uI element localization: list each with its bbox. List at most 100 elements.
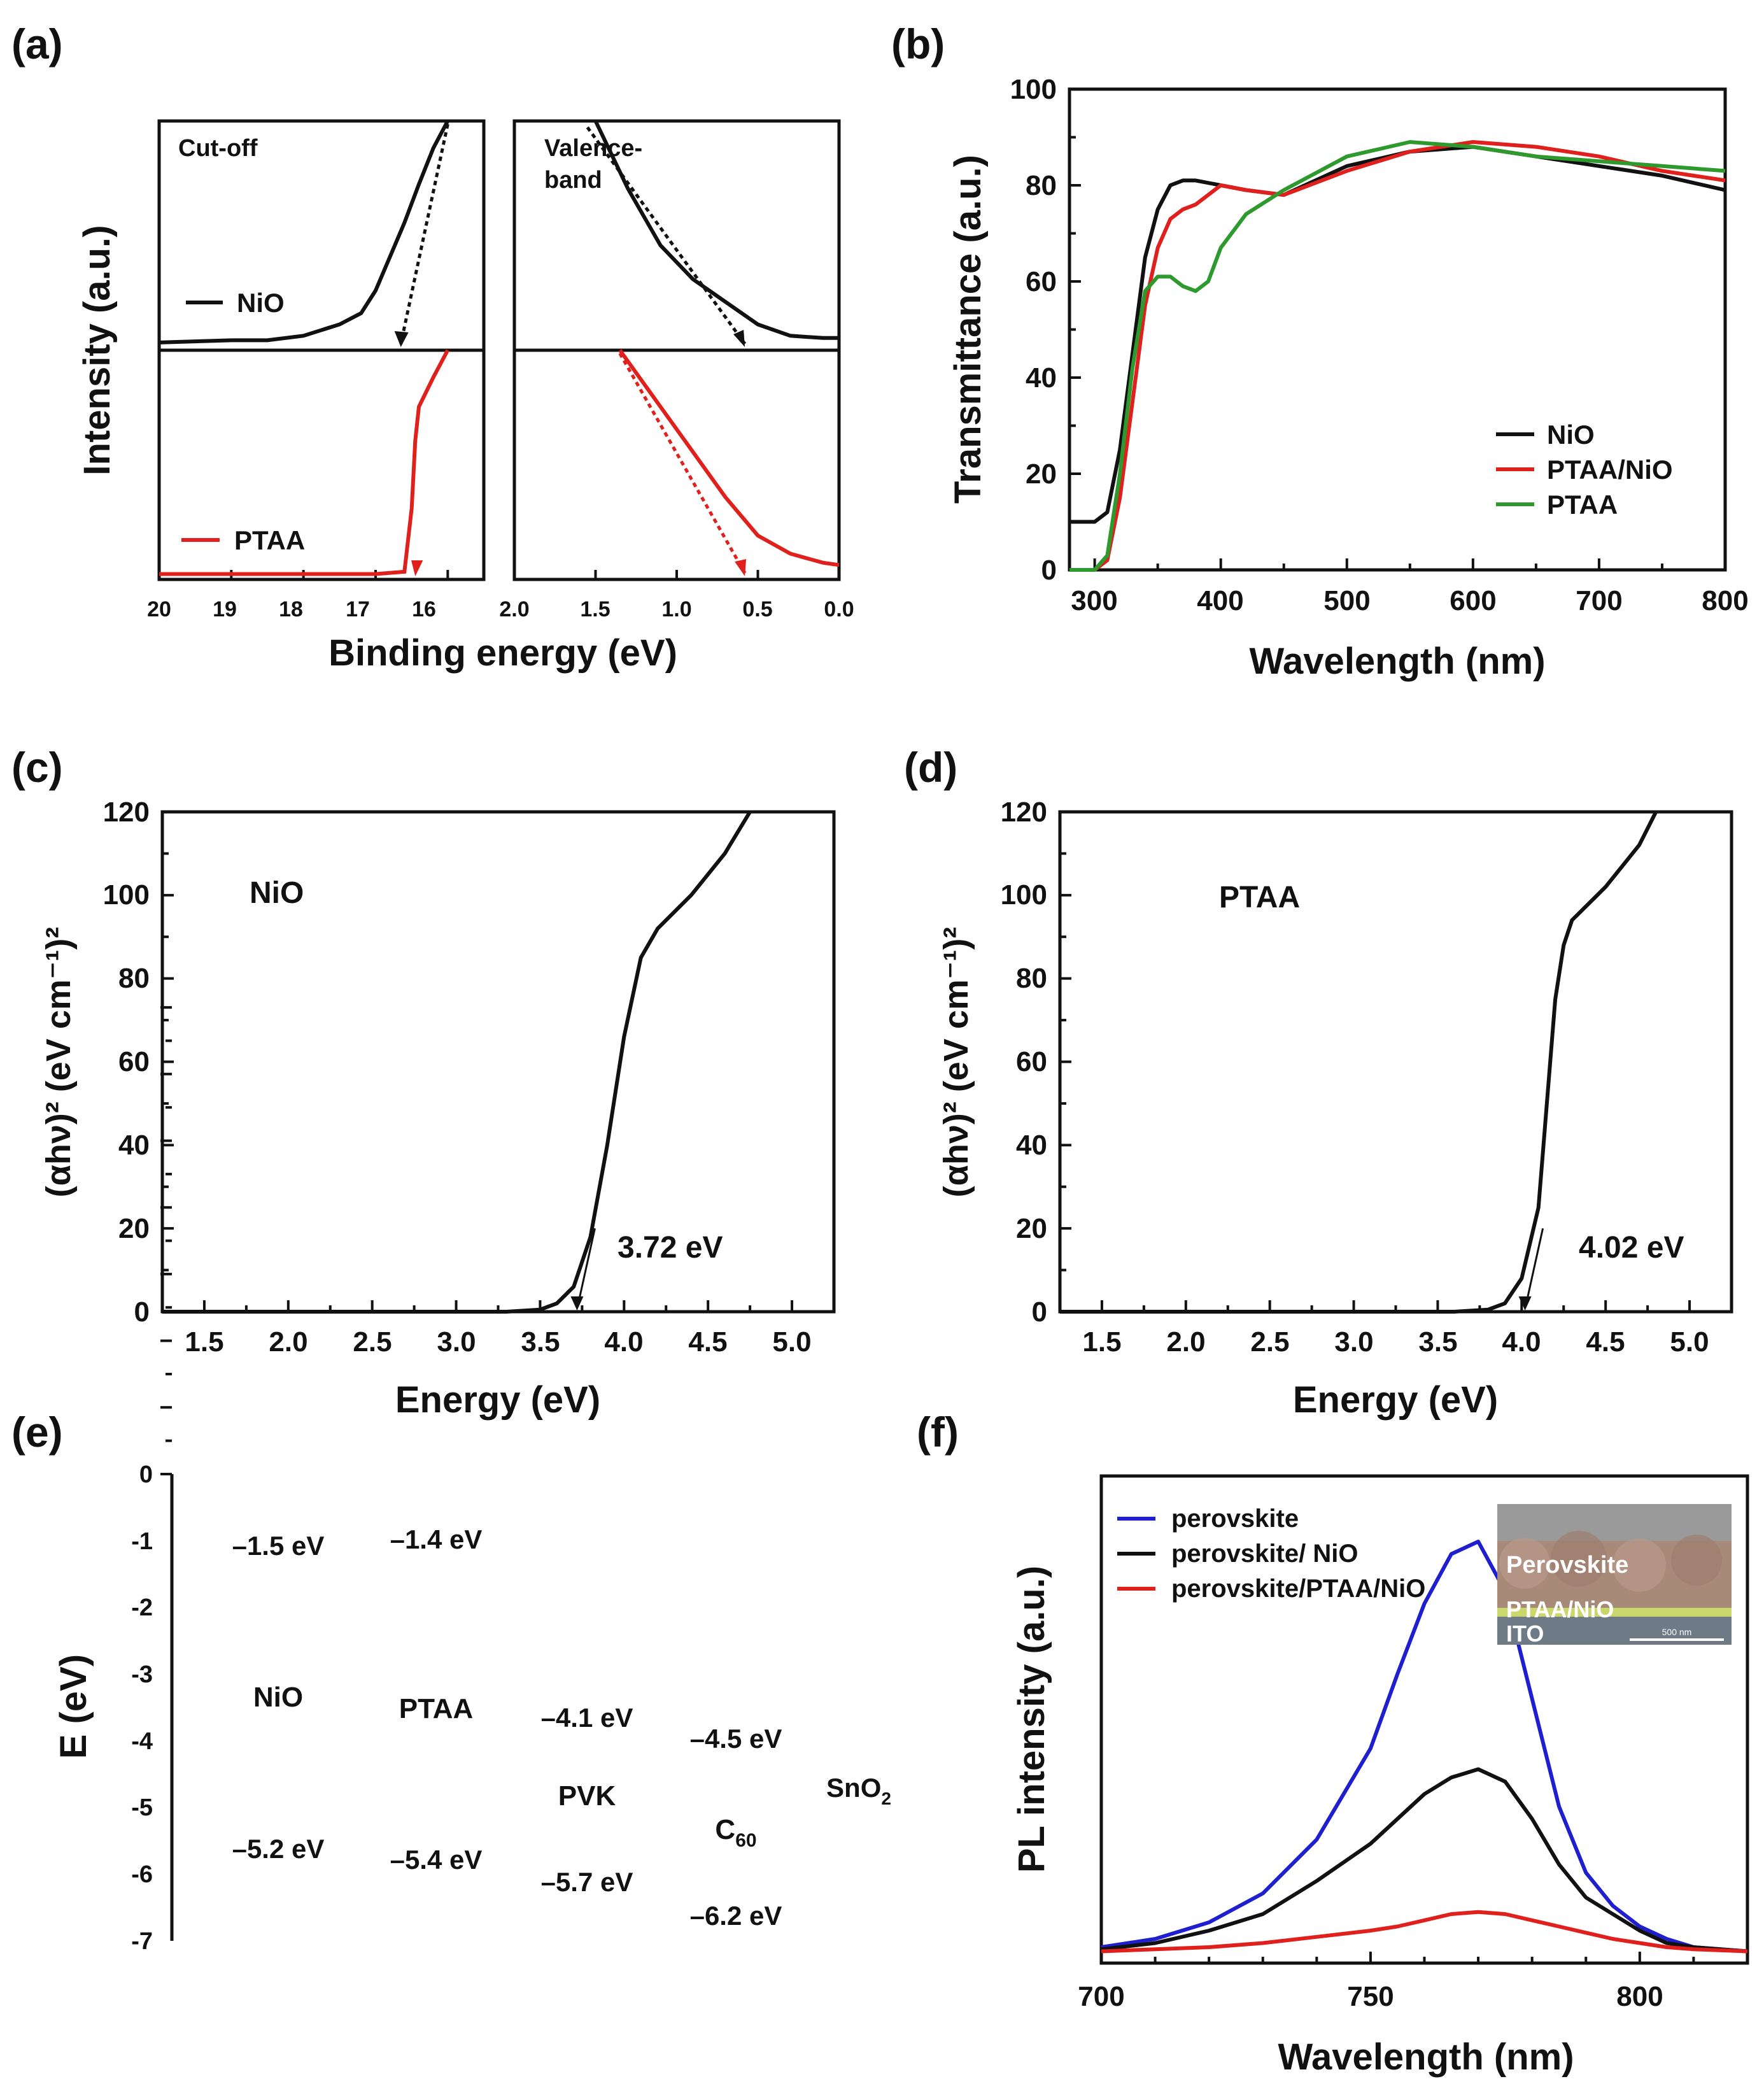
panel-d-ytick-40: 40 <box>1016 1130 1047 1161</box>
panel-a-letter: (a) <box>11 20 63 67</box>
panel-c-arrowhead <box>570 1296 584 1310</box>
sem-inset-scale-label: 500 nm <box>1662 1627 1692 1637</box>
panel-a-legend-nio: NiO <box>237 288 285 318</box>
panel-c-xtick-2.5: 2.5 <box>353 1326 392 1358</box>
panel-a-legend-ptaa: PTAA <box>234 525 305 555</box>
panel-a-valence-ptaa-line <box>618 349 840 567</box>
panel-c-xtick-5.0: 5.0 <box>772 1326 811 1358</box>
energy-nio-bottom-label: –5.2 eV <box>232 1834 325 1864</box>
panel-d: 1.5 2.0 2.5 3.0 3.5 4.0 4.5 5.0 0 20 40 … <box>937 797 1733 1421</box>
panel-d-ytick-0: 0 <box>1032 1296 1047 1328</box>
panel-c-letter: (c) <box>11 744 63 791</box>
panel-c-annotation: 3.72 eV <box>617 1231 723 1265</box>
panel-d-xtick-2.5: 2.5 <box>1250 1326 1289 1358</box>
panel-a-tick-18: 18 <box>279 597 303 621</box>
panel-f-letter: (f) <box>917 1408 959 1456</box>
panel-b-ytick-0: 0 <box>1041 555 1057 586</box>
panel-c-curve <box>162 811 752 1314</box>
energy-block-nio-name: NiO <box>253 1682 303 1713</box>
panel-e-ytick-m2: -2 <box>131 1594 153 1621</box>
panel-a-ylabel: Intensity (a.u.) <box>76 225 118 475</box>
panel-b-xlabel: Wavelength (nm) <box>1249 641 1545 682</box>
panel-c-xtick-4.0: 4.0 <box>604 1326 643 1358</box>
panel-a-valence-label-1: Valence- <box>544 135 642 162</box>
panel-b-xtick-600: 600 <box>1450 585 1496 616</box>
panel-a-tick-1.0: 1.0 <box>661 597 691 621</box>
panel-a-valence-ptaa-arrowhead <box>735 559 747 576</box>
panel-f-series-perovskite <box>1101 1540 1748 1954</box>
panel-c-xtick-4.5: 4.5 <box>688 1326 727 1358</box>
energy-block-c60-name: C60 <box>715 1814 756 1851</box>
panel-b-ylabel: Transmittance (a.u.) <box>947 155 989 504</box>
sem-inset-ito-label: ITO <box>1506 1621 1544 1647</box>
sem-inset-grain <box>1612 1538 1666 1592</box>
panel-f-xtick-750: 750 <box>1347 1981 1394 2012</box>
panel-d-xtick-1.5: 1.5 <box>1082 1326 1121 1358</box>
panel-e-ytick-m3: -3 <box>131 1661 153 1688</box>
panel-d-ytick-100: 100 <box>1001 879 1047 911</box>
panel-a-tick-16: 16 <box>412 597 436 621</box>
panel-a-valence-nio-arrowhead <box>733 330 745 347</box>
panel-a-tick-19: 19 <box>213 597 237 621</box>
energy-c60-bottom-label: –6.2 eV <box>690 1901 782 1931</box>
panel-c-ytick-60: 60 <box>118 1046 150 1077</box>
panel-d-arrowhead <box>1518 1296 1532 1310</box>
panel-b-xtick-700: 700 <box>1576 585 1622 616</box>
panel-c-ytick-100: 100 <box>103 879 150 911</box>
energy-pvk-top-label: –4.1 eV <box>541 1703 633 1733</box>
energy-ptaa-bottom-label: –5.4 eV <box>390 1845 483 1875</box>
panel-a-valence-ptaa-extrapolation <box>618 352 747 574</box>
energy-ptaa-top-label: –1.4 eV <box>390 1524 483 1554</box>
panel-b-xtick-400: 400 <box>1197 585 1243 616</box>
panel-c-tangent-line <box>577 1228 596 1304</box>
panel-b-ytick-80: 80 <box>1026 170 1057 201</box>
panel-c-ylabel: (αhν)² (eV cm⁻¹)² <box>39 927 78 1198</box>
panel-c-ytick-120: 120 <box>103 797 150 828</box>
energy-block-sno2-name: SnO2 <box>826 1773 891 1808</box>
sem-inset-perovskite-label: Perovskite <box>1506 1552 1628 1579</box>
panel-a: Cut-off Valence- band NiO PTAA 20 19 18 … <box>76 119 854 674</box>
panel-b-legend-nio: NiO <box>1547 420 1595 450</box>
panel-d-ylabel: (αhν)² (eV cm⁻¹)² <box>937 927 975 1198</box>
panel-d-ytick-120: 120 <box>1001 797 1047 828</box>
energy-block-c60-base: C <box>715 1814 735 1845</box>
panel-d-sample-label: PTAA <box>1219 881 1300 914</box>
panel-b-ytick-40: 40 <box>1026 362 1057 394</box>
panel-f-legend-perovskite-nio: perovskite/ NiO <box>1171 1540 1358 1568</box>
panel-c-curves <box>162 811 752 1314</box>
panel-e-tick-marks <box>160 1006 172 1475</box>
panel-d-ytick-20: 20 <box>1016 1213 1047 1244</box>
panel-f-xtick-800: 800 <box>1616 1981 1663 2012</box>
panel-f: 700 750 800 Wavelength (nm) PL intensity… <box>1011 1474 1749 2078</box>
panel-c: 1.5 2.0 2.5 3.0 3.5 4.0 4.5 5.0 0 20 40 … <box>39 797 836 1421</box>
energy-block-ptaa-name: PTAA <box>399 1693 474 1724</box>
panel-d-xlabel: Energy (eV) <box>1293 1379 1498 1421</box>
sem-inset-grain <box>1499 1538 1550 1589</box>
sem-inset: Perovskite PTAA/NiO ITO 500 nm <box>1497 1504 1732 1647</box>
panel-b-letter: (b) <box>891 20 945 67</box>
panel-f-curves <box>1101 1540 1748 1954</box>
panel-c-xtick-2.0: 2.0 <box>269 1326 307 1358</box>
panel-e-ytick-m1: -1 <box>131 1528 153 1555</box>
panel-a-cutoff-nio-line <box>159 120 449 344</box>
panel-a-tick-17: 17 <box>346 597 370 621</box>
panel-a-tick-20: 20 <box>147 597 171 621</box>
panel-b: 300 400 500 600 700 800 0 20 40 60 80 10… <box>947 74 1749 682</box>
sem-inset-grain <box>1671 1535 1722 1586</box>
panel-c-ytick-0: 0 <box>134 1296 150 1328</box>
panel-e-ytick-m5: -5 <box>131 1794 153 1821</box>
panel-b-xtick-800: 800 <box>1702 585 1748 616</box>
panel-e-ytick-m4: -4 <box>131 1728 153 1755</box>
panel-d-ytick-60: 60 <box>1016 1046 1047 1077</box>
panel-f-legend-perovskite-ptaa-nio: perovskite/PTAA/NiO <box>1171 1575 1425 1603</box>
panel-a-cutoff-nio-arrowhead <box>394 331 409 347</box>
panel-f-series-perovskite-ptaa-nio <box>1101 1910 1748 1954</box>
panel-f-xtick-700: 700 <box>1078 1981 1124 2012</box>
panel-d-xtick-4.0: 4.0 <box>1502 1326 1541 1358</box>
energy-block-pvk-name: PVK <box>558 1780 616 1812</box>
panel-e-ytick-m7: -7 <box>131 1928 153 1955</box>
panel-a-cutoff-label: Cut-off <box>178 135 258 162</box>
panel-b-series-ptaa-nio <box>1069 140 1726 572</box>
panel-c-xtick-3.0: 3.0 <box>437 1326 476 1358</box>
